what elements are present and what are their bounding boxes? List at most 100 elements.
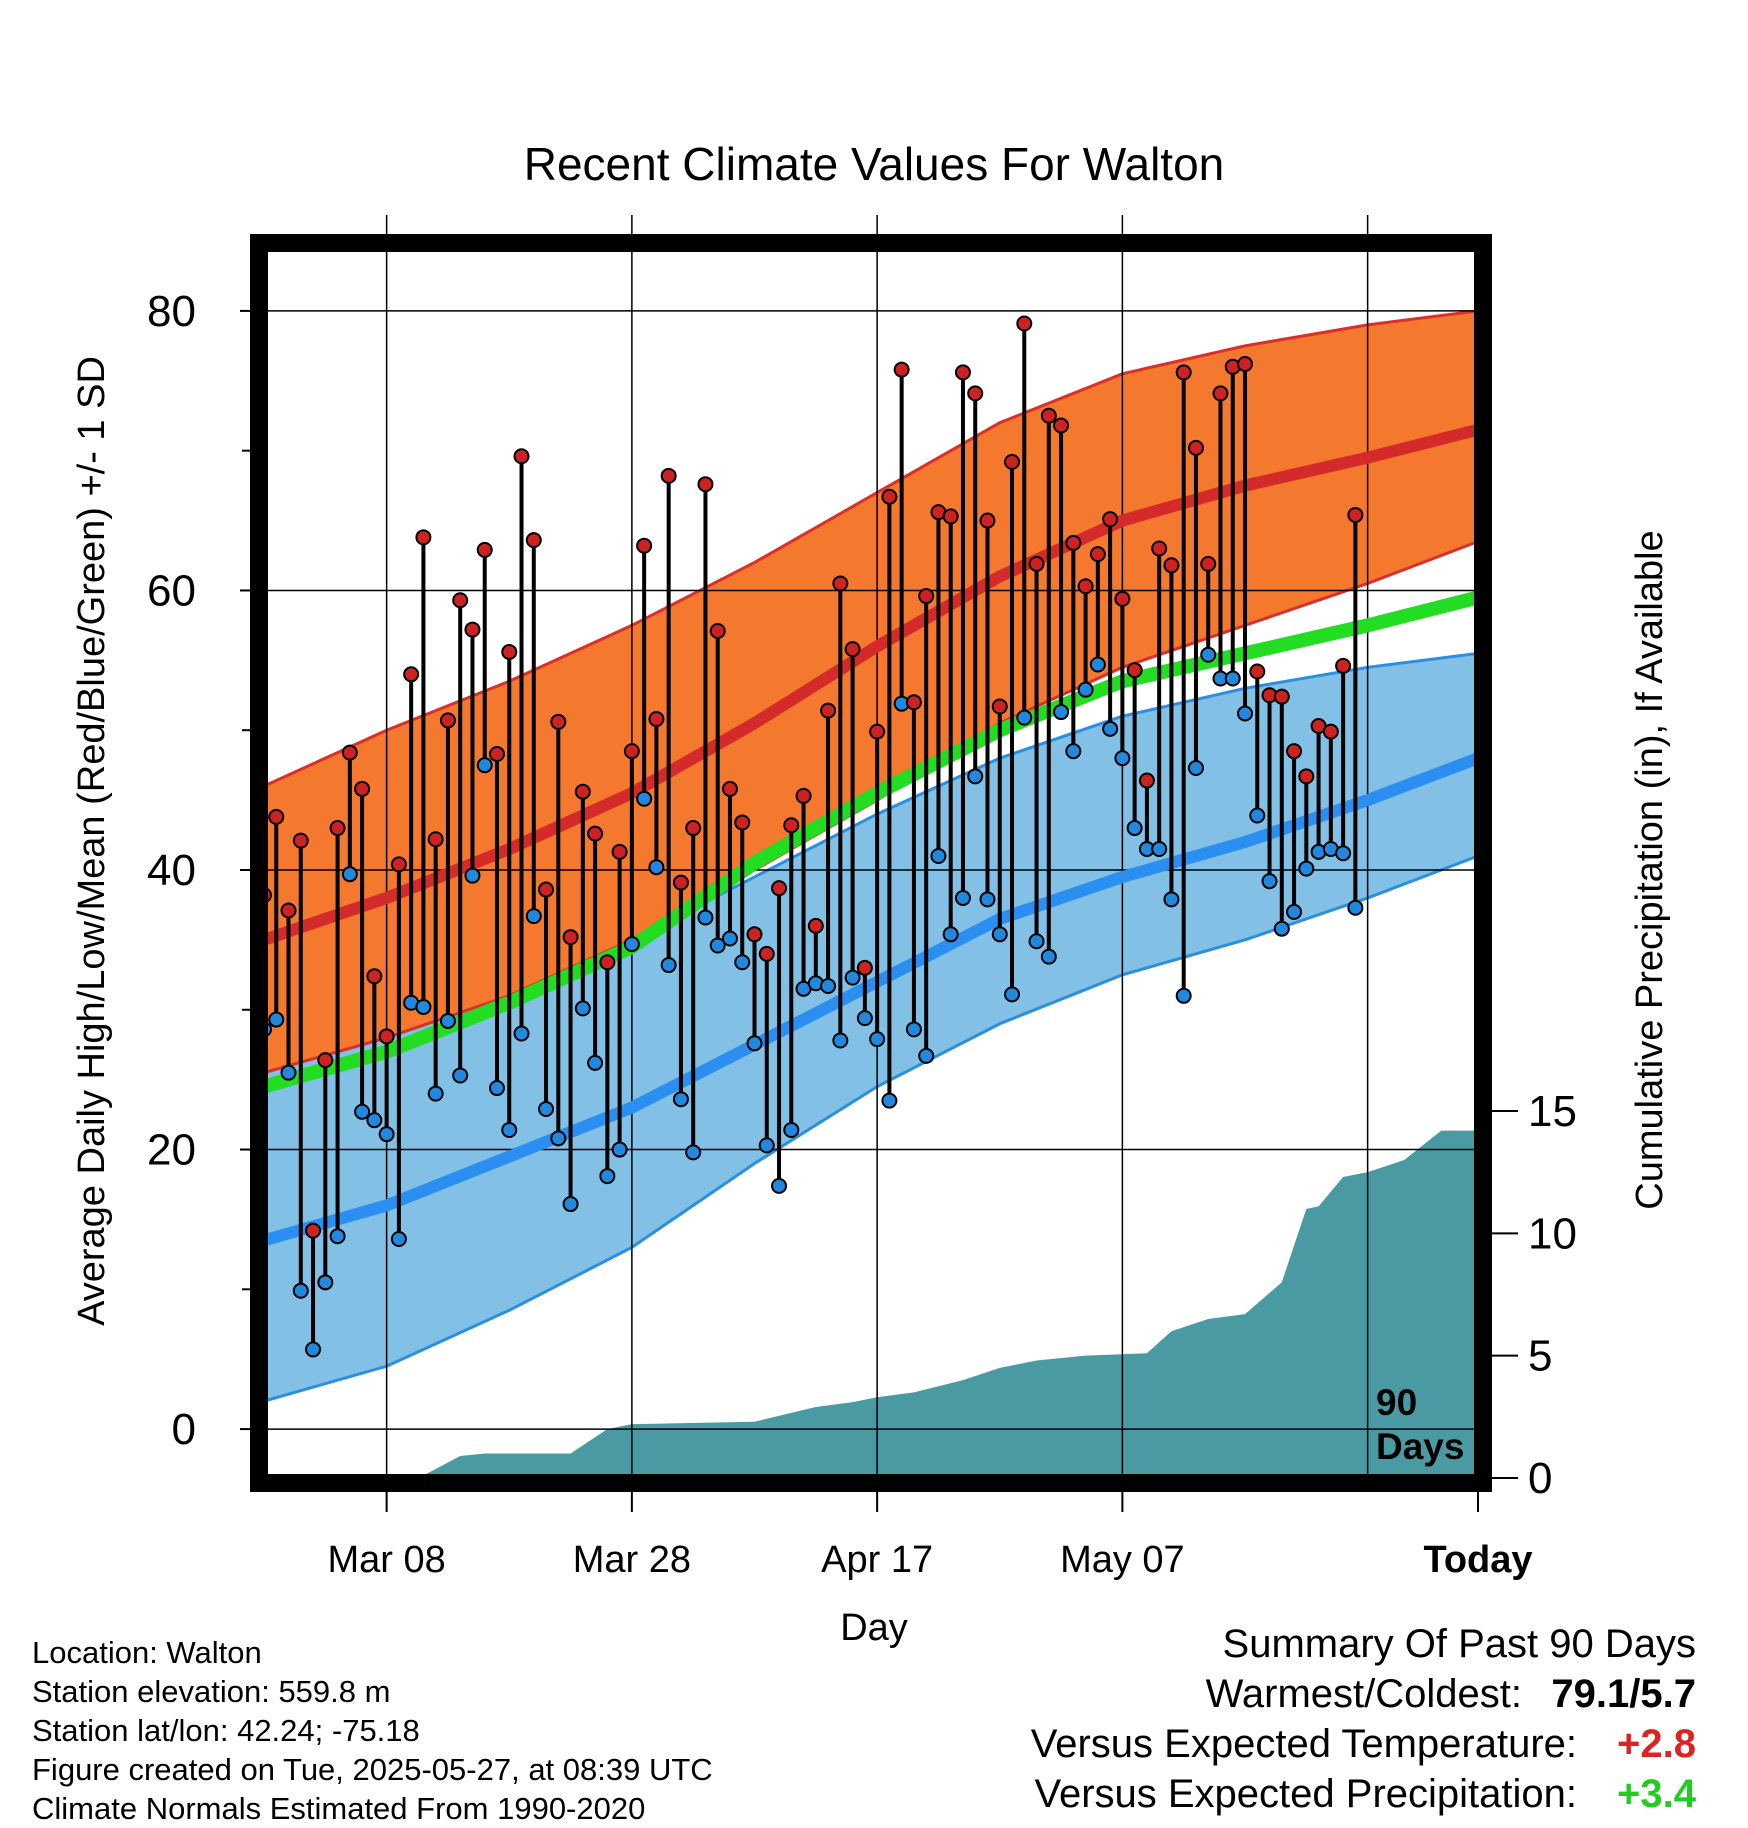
temp-anomaly-row: Versus Expected Temperature: +2.8 <box>1031 1722 1696 1772</box>
low-point-18 <box>476 757 493 774</box>
high-point-41 <box>758 945 775 962</box>
low-point-21 <box>513 1025 530 1042</box>
warmest-coldest-row: Warmest/Coldest: 79.1/5.7 <box>1031 1672 1696 1722</box>
high-point-67 <box>1077 578 1094 595</box>
temp-anomaly-value: +2.8 <box>1617 1722 1696 1766</box>
high-point-78 <box>1212 385 1229 402</box>
low-point-79 <box>1224 670 1241 687</box>
low-point-24 <box>550 1130 567 1147</box>
high-point-73 <box>1151 540 1168 557</box>
low-point-69 <box>1102 720 1119 737</box>
y2-tick-label-0: 0 <box>1528 1454 1552 1503</box>
precipitation-area <box>264 1130 1478 1478</box>
summary-panel: Summary Of Past 90 Days Warmest/Coldest:… <box>1031 1622 1696 1822</box>
low-point-27 <box>587 1054 604 1071</box>
low-point-61 <box>1004 986 1021 1003</box>
high-point-28 <box>599 954 616 971</box>
low-point-13 <box>415 998 432 1015</box>
summary-title-text: Summary Of Past 90 Days <box>1222 1622 1696 1666</box>
high-point-76 <box>1187 439 1204 456</box>
x-axis: Mar 08 Mar 28 Apr 17 May 07 Today <box>327 1488 1533 1581</box>
low-point-64 <box>1040 948 1057 965</box>
high-point-16 <box>452 592 469 609</box>
y-tick-label-2: 40 <box>147 846 196 895</box>
high-point-80 <box>1237 356 1254 373</box>
high-point-74 <box>1163 557 1180 574</box>
x-axis-label: Day <box>840 1607 908 1649</box>
daily-sticks <box>262 323 1358 1350</box>
low-point-67 <box>1077 681 1094 698</box>
low-sd-band <box>264 653 1478 1402</box>
low-point-53 <box>905 1021 922 1038</box>
low-point-42 <box>771 1177 788 1194</box>
low-point-16 <box>452 1067 469 1084</box>
summary-title: Summary Of Past 90 Days <box>1031 1622 1696 1672</box>
high-point-11 <box>390 856 407 873</box>
low-point-54 <box>918 1047 935 1064</box>
y-axis-label: Average Daily High/Low/Mean (Red/Blue/Gr… <box>71 356 113 1326</box>
low-point-3 <box>292 1282 309 1299</box>
low-point-8 <box>354 1103 371 1120</box>
high-point-21 <box>513 448 530 465</box>
high-point-60 <box>991 698 1008 715</box>
y2-tick-label-1: 5 <box>1528 1332 1552 1381</box>
low-point-43 <box>783 1121 800 1138</box>
low-point-65 <box>1053 704 1070 721</box>
low-point-11 <box>390 1230 407 1247</box>
low-point-22 <box>525 908 542 925</box>
high-point-37 <box>709 622 726 639</box>
low-point-37 <box>709 937 726 954</box>
low-point-25 <box>562 1196 579 1213</box>
precip-anomaly-value: +3.4 <box>1617 1772 1696 1816</box>
low-point-63 <box>1028 933 1045 950</box>
location-text: Location: Walton <box>32 1635 262 1670</box>
high-point-24 <box>550 713 567 730</box>
low-point-39 <box>734 954 751 971</box>
high-point-20 <box>501 643 518 660</box>
high-point-52 <box>893 361 910 378</box>
low-point-47 <box>832 1032 849 1049</box>
today-marker-label: 90 Days <box>1376 1382 1464 1467</box>
high-point-8 <box>354 780 371 797</box>
x-tick-label-4: Today <box>1423 1539 1532 1581</box>
high-point-46 <box>820 702 837 719</box>
low-point-66 <box>1065 743 1082 760</box>
high-point-85 <box>1298 768 1315 785</box>
low-point-9 <box>366 1112 383 1129</box>
low-point-59 <box>979 891 996 908</box>
high-point-30 <box>623 743 640 760</box>
station-info: Location: Walton Station elevation: 559.… <box>32 1633 713 1828</box>
high-point-22 <box>525 532 542 549</box>
low-point-50 <box>869 1031 886 1048</box>
high-point-53 <box>905 694 922 711</box>
low-point-41 <box>758 1137 775 1154</box>
high-point-75 <box>1175 364 1192 381</box>
high-point-9 <box>366 968 383 985</box>
high-point-40 <box>746 926 763 943</box>
low-point-58 <box>967 768 984 785</box>
low-point-68 <box>1089 656 1106 673</box>
high-point-45 <box>807 917 824 934</box>
high-point-35 <box>685 820 702 837</box>
high-point-51 <box>881 488 898 505</box>
high-point-83 <box>1273 688 1290 705</box>
low-point-32 <box>648 859 665 876</box>
high-point-13 <box>415 529 432 546</box>
low-point-40 <box>746 1035 763 1052</box>
high-point-81 <box>1249 663 1266 680</box>
low-point-1 <box>268 1011 285 1028</box>
low-point-82 <box>1261 873 1278 890</box>
low-point-71 <box>1126 820 1143 837</box>
low-point-30 <box>623 936 640 953</box>
high-point-65 <box>1053 417 1070 434</box>
high-point-56 <box>942 508 959 525</box>
low-point-55 <box>930 848 947 865</box>
low-point-70 <box>1114 750 1131 767</box>
y-axis: 0 20 40 60 80 <box>147 287 254 1454</box>
low-point-38 <box>721 930 738 947</box>
high-point-69 <box>1102 511 1119 528</box>
high-point-7 <box>341 744 358 761</box>
high-point-34 <box>672 874 689 891</box>
high-point-66 <box>1065 534 1082 551</box>
high-point-71 <box>1126 662 1143 679</box>
